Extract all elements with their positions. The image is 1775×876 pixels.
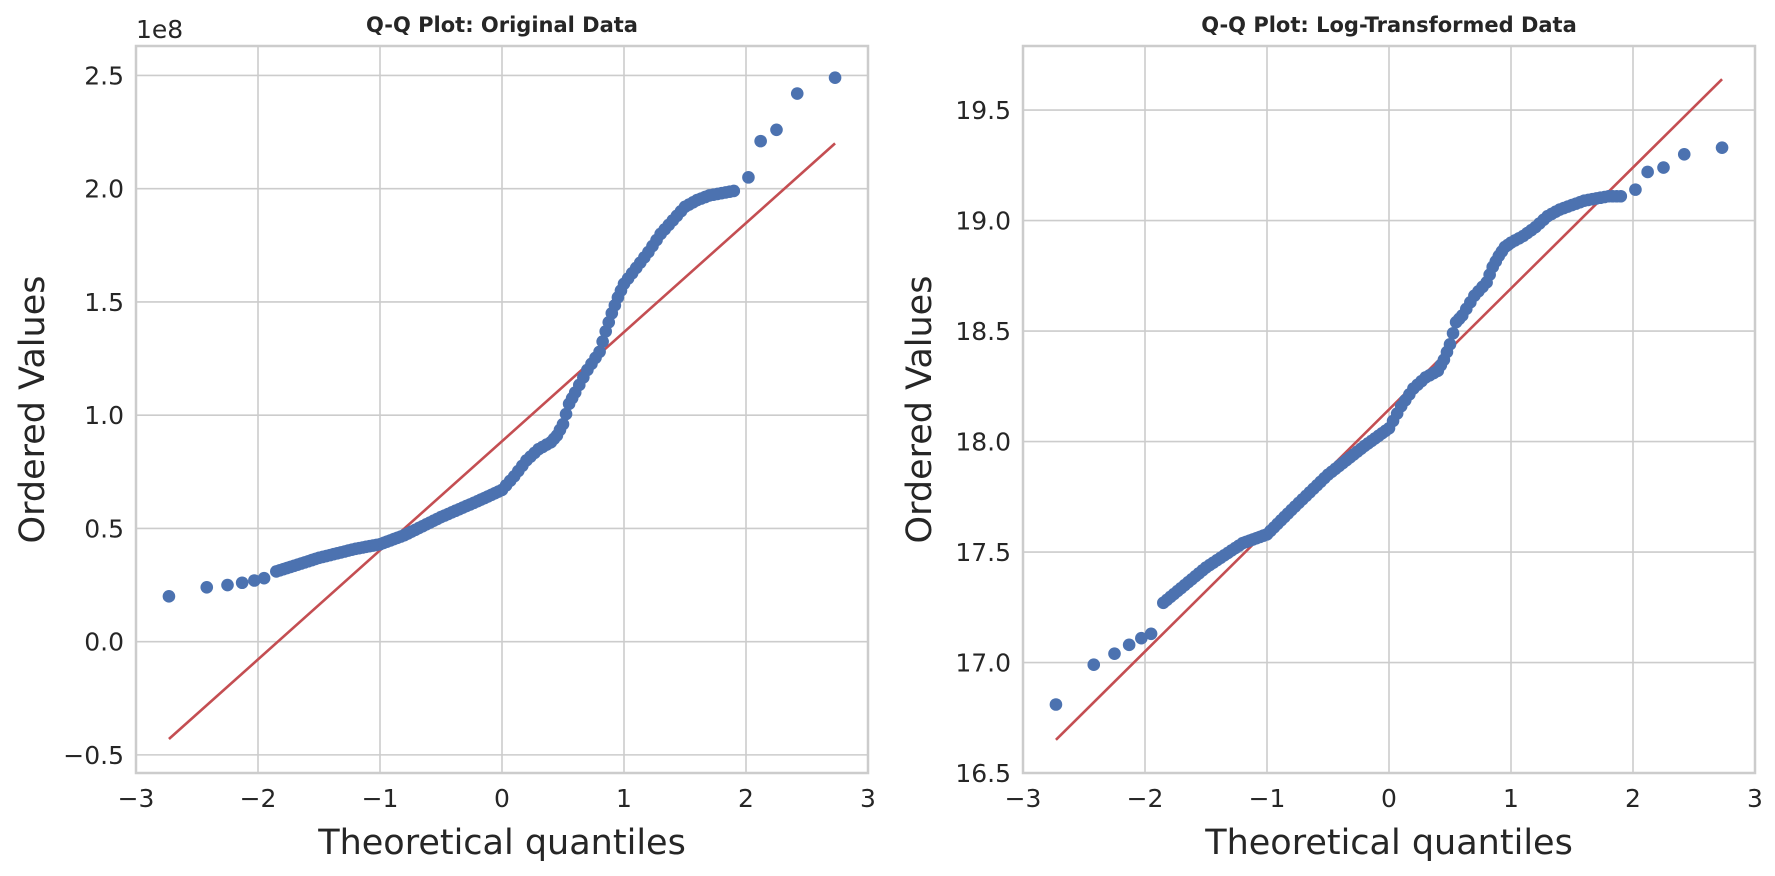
points-original — [162, 71, 842, 603]
data-point — [1122, 638, 1136, 652]
x-tick-label: −3 — [118, 784, 155, 813]
x-tick-label: −1 — [362, 784, 399, 813]
data-point — [235, 576, 249, 590]
data-point — [770, 123, 783, 137]
y-tick-label: 17.0 — [955, 649, 1011, 678]
data-point — [1629, 183, 1642, 196]
data-point — [1657, 161, 1670, 174]
chart-title-original: Q-Q Plot: Original Data — [366, 13, 638, 37]
x-tick-label: 3 — [860, 784, 876, 813]
data-point — [1087, 658, 1101, 672]
y-tick-label: 2.0 — [84, 175, 124, 204]
panel-log: −3 −2 −1 0 1 2 3 16.517.017.518.018.519.019.5 … — [900, 13, 1763, 863]
x-tick-label: −2 — [240, 784, 277, 813]
data-point — [559, 407, 573, 421]
plot-frame-original — [134, 44, 870, 775]
grid-original — [135, 46, 869, 773]
data-point — [1677, 147, 1691, 161]
data-point — [1715, 141, 1729, 154]
data-point — [1443, 338, 1457, 351]
fit-line-original — [168, 142, 836, 740]
y-tick-label: 17.5 — [955, 538, 1011, 567]
data-point — [248, 574, 261, 587]
y-tick-label: 2.5 — [84, 61, 124, 90]
x-axis-label-log: Theoretical quantiles — [1204, 823, 1573, 863]
y-tick-label: 19.0 — [955, 207, 1011, 236]
y-tick-label: 16.5 — [955, 759, 1011, 788]
data-point — [828, 71, 842, 85]
data-point — [727, 184, 741, 198]
y-tick-label: 19.5 — [955, 96, 1011, 125]
x-tick-label: 2 — [738, 784, 754, 813]
x-tick-label: 3 — [1747, 784, 1763, 813]
x-tick-label: −3 — [1005, 784, 1042, 813]
fit-line-log — [1055, 78, 1723, 741]
data-point — [1049, 698, 1063, 711]
x-tick-label: 1 — [1503, 784, 1519, 813]
data-point — [162, 590, 176, 603]
x-tick-labels-original: −3 −2 −1 0 1 2 3 — [118, 784, 876, 813]
y-tick-label: 1.0 — [84, 401, 124, 430]
y-tick-label: −0.5 — [63, 741, 124, 770]
data-point — [200, 580, 214, 594]
y-axis-label-log: Ordered Values — [900, 276, 940, 544]
y-axis-label-original: Ordered Values — [13, 276, 53, 544]
data-point — [1135, 631, 1148, 645]
data-point — [556, 417, 570, 431]
x-axis-label-original: Theoretical quantiles — [317, 823, 686, 863]
x-tick-label: 1 — [616, 784, 632, 813]
y-tick-label: 18.5 — [955, 317, 1011, 346]
panel-original: −3 −2 −1 0 1 2 3 −0.5 0.0 0.5 1.0 1.5 2.0 2.5 Q-Q Pl… — [13, 13, 876, 863]
x-tick-label: 2 — [1625, 784, 1641, 813]
y-tick-label: 0.0 — [84, 628, 124, 657]
data-point — [1108, 647, 1121, 660]
data-point — [1614, 189, 1628, 203]
data-point — [257, 571, 271, 585]
y-offset-label: 1e8 — [136, 15, 183, 44]
y-tick-label: 0.5 — [84, 514, 124, 543]
fit-line-group-original — [168, 142, 836, 740]
data-point — [596, 335, 609, 348]
x-tick-label: −1 — [1249, 784, 1286, 813]
y-tick-label: 1.5 — [84, 288, 124, 317]
y-tick-labels-original: −0.5 0.0 0.5 1.0 1.5 2.0 2.5 — [63, 61, 124, 769]
chart-title-log: Q-Q Plot: Log-Transformed Data — [1201, 13, 1577, 37]
data-point — [593, 345, 606, 359]
y-tick-labels-log: 16.5 17.0 17.5 18.0 18.5 19.0 19.5 — [955, 96, 1011, 788]
data-point — [221, 578, 234, 592]
plot-frame-log — [1021, 44, 1757, 775]
data-point — [790, 87, 804, 100]
points-log — [1049, 141, 1729, 711]
fit-line-group-log — [1055, 78, 1723, 741]
x-tick-label: 0 — [1381, 784, 1397, 813]
data-point — [1446, 326, 1460, 340]
data-point — [742, 171, 755, 184]
data-point — [1641, 165, 1654, 179]
y-tick-label: 18.0 — [955, 428, 1011, 457]
data-point — [1144, 627, 1158, 641]
x-tick-labels-log: −3 −2 −1 0 1 2 3 — [1005, 784, 1763, 813]
data-point — [754, 134, 767, 148]
x-tick-label: −2 — [1127, 784, 1164, 813]
x-tick-label: 0 — [494, 784, 510, 813]
